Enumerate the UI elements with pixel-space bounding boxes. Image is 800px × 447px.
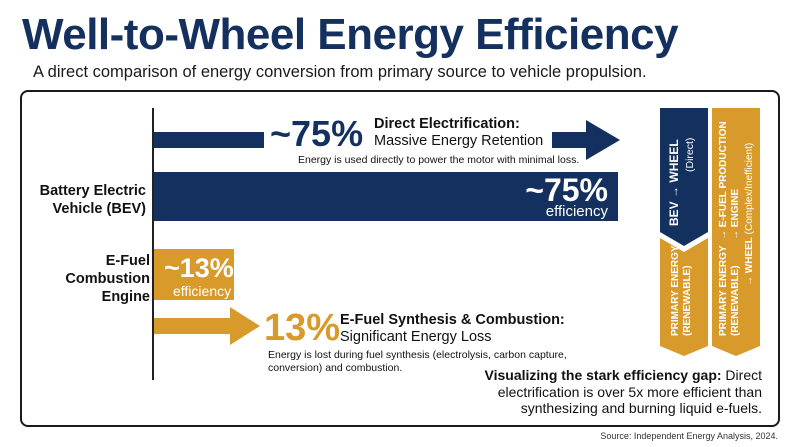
bev-pathway-main: BEV xyxy=(667,201,681,226)
efuel-heading-line2: Significant Energy Loss xyxy=(340,329,492,345)
efuel-label-line2: Combustion xyxy=(65,271,150,287)
bev-pathway-to: WHEEL xyxy=(667,139,681,183)
bev-primary-line1: PRIMARY ENERGY xyxy=(670,245,681,336)
bev-bar-value: ~75% xyxy=(525,172,608,208)
efuel-label-line1: E-Fuel xyxy=(105,253,150,269)
efuel-stage1-line1: → E-FUEL PRODUCTION xyxy=(718,121,729,240)
callout-text: Direct electrification is over 5x more e… xyxy=(497,367,762,416)
efuel-annotation-note: Energy is lost during fuel synthesis (el… xyxy=(268,349,567,374)
efuel-bar-value: ~13% xyxy=(164,253,234,283)
efuel-stage2-main: → WHEEL xyxy=(744,237,755,286)
bev-label-line1: Battery Electric xyxy=(39,183,146,199)
bev-annotation-heading: Direct Electrification: Massive Energy R… xyxy=(374,116,543,150)
efuel-annotation-heading: E-Fuel Synthesis & Combustion: Significa… xyxy=(340,312,565,346)
source-note: Source: Independent Energy Analysis, 202… xyxy=(600,431,778,441)
bev-pathway-paren: (Direct) xyxy=(684,137,696,172)
efuel-bar-unit: efficiency xyxy=(173,283,232,299)
callout-bold: Visualizing the stark efficiency gap: xyxy=(484,367,722,383)
bev-bar-unit: efficiency xyxy=(545,203,608,220)
efuel-pathway-panel xyxy=(712,108,760,356)
chart-y-axis xyxy=(152,108,154,380)
efuel-direction-arrow xyxy=(154,307,260,345)
bev-big-percent: ~75% xyxy=(270,113,364,154)
bev-pathway-text: BEV → WHEEL xyxy=(667,139,681,226)
efuel-stage1-line2: → ENGINE xyxy=(730,188,741,240)
bev-label-line2: Vehicle (BEV) xyxy=(52,201,146,217)
efuel-stage1-text: → E-FUEL PRODUCTION → ENGINE xyxy=(718,121,742,240)
efuel-primary-line1: PRIMARY ENERGY xyxy=(718,245,729,336)
bev-primary-energy-text: PRIMARY ENERGY (RENEWABLE) xyxy=(670,245,694,336)
bev-direction-arrow xyxy=(154,120,620,160)
efuel-primary-line2: (RENEWABLE) xyxy=(730,265,741,336)
bev-primary-line2: (RENEWABLE) xyxy=(682,265,693,336)
page-title: Well-to-Wheel Energy Efficiency xyxy=(22,10,679,59)
efficiency-gap-callout: Visualizing the stark efficiency gap: Di… xyxy=(462,367,763,417)
efuel-label-line3: Engine xyxy=(101,289,150,305)
bev-category-label: Battery Electric Vehicle (BEV) xyxy=(26,182,146,218)
bev-pathway-panel xyxy=(660,108,708,356)
chart-frame xyxy=(20,90,780,427)
efuel-stage2-paren: (Complex/Inefficient) xyxy=(744,142,755,235)
bev-heading-line1: Direct Electrification: xyxy=(374,116,520,132)
bev-annotation-note: Energy is used directly to power the mot… xyxy=(298,154,580,166)
bev-heading-line2: Massive Energy Retention xyxy=(374,133,544,149)
efuel-primary-energy-text: PRIMARY ENERGY (RENEWABLE) xyxy=(718,245,742,336)
page-subtitle: A direct comparison of energy conversion… xyxy=(33,63,647,81)
bev-bar xyxy=(154,172,618,221)
efuel-category-label: E-Fuel Combustion Engine xyxy=(26,252,150,306)
efuel-heading-line1: E-Fuel Synthesis & Combustion: xyxy=(340,312,565,328)
bev-pathway-arrow: → xyxy=(667,185,681,198)
efuel-bar xyxy=(154,249,234,300)
efuel-stage2-text: → WHEEL (Complex/Inefficient) xyxy=(744,143,755,286)
efuel-big-percent: 13% xyxy=(264,307,341,349)
